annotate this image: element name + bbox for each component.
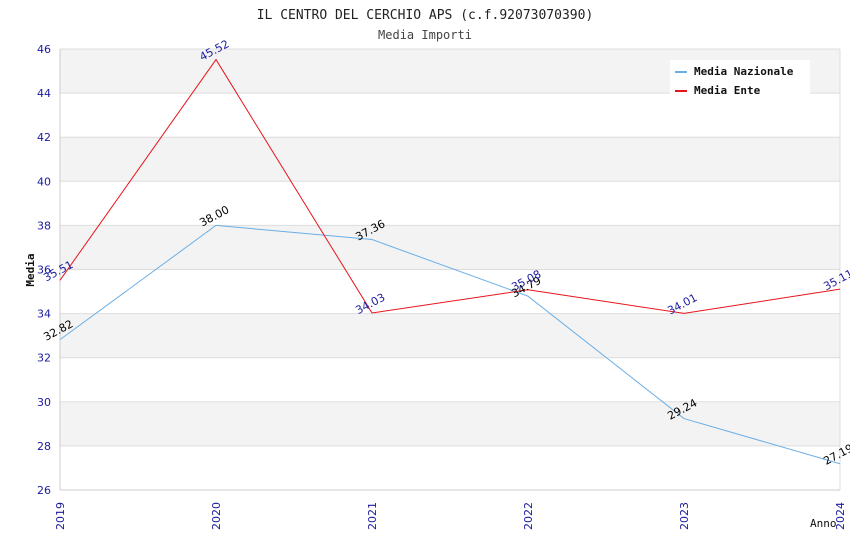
y-tick-label: 34	[37, 308, 51, 321]
plot-band	[60, 401, 840, 446]
y-tick-label: 30	[37, 396, 51, 409]
x-tick-label: 2019	[54, 502, 67, 530]
legend: Media Nazionale Media Ente	[670, 60, 810, 98]
x-axis-label: Anno	[810, 517, 837, 530]
y-tick-label: 28	[37, 440, 51, 453]
y-tick-label: 44	[37, 87, 51, 100]
plot-band	[60, 137, 840, 182]
plot-band	[60, 225, 840, 270]
legend-label-media-nazionale: Media Nazionale	[694, 65, 794, 78]
x-tick-label: 2021	[366, 502, 379, 530]
series-layer	[59, 58, 841, 465]
legend-box	[670, 60, 810, 98]
series-line-media-nazionale	[59, 224, 841, 465]
y-tick-label: 42	[37, 131, 51, 144]
data-label-media-ente: 35.11	[821, 267, 850, 293]
x-tick-label: 2022	[522, 502, 535, 530]
y-tick-label: 46	[37, 43, 51, 56]
y-tick-label: 32	[37, 352, 51, 365]
y-tick-label: 38	[37, 219, 51, 232]
y-tick-label: 36	[37, 264, 51, 277]
data-label-media-ente: 34.03	[353, 291, 387, 317]
chart-title: IL CENTRO DEL CERCHIO APS (c.f.920730703…	[257, 8, 594, 23]
data-label-media-ente: 35.51	[41, 258, 75, 284]
y-tick-label: 40	[37, 175, 51, 188]
plot-band	[60, 313, 840, 358]
series-line-media-ente	[59, 58, 841, 314]
x-tick-label: 2024	[834, 502, 847, 530]
plot-bands	[60, 49, 840, 446]
legend-label-media-ente: Media Ente	[694, 84, 761, 97]
chart-subtitle: Media Importi	[378, 28, 472, 42]
y-axis-label: Media	[24, 253, 37, 286]
x-tick-label: 2020	[210, 502, 223, 530]
x-tick-label: 2023	[678, 502, 691, 530]
axes: 26 28 30 32 34 36 38 40 42 44 46 2019 2020 2021 2022 20…	[37, 43, 847, 530]
y-tick-label: 26	[37, 484, 51, 497]
